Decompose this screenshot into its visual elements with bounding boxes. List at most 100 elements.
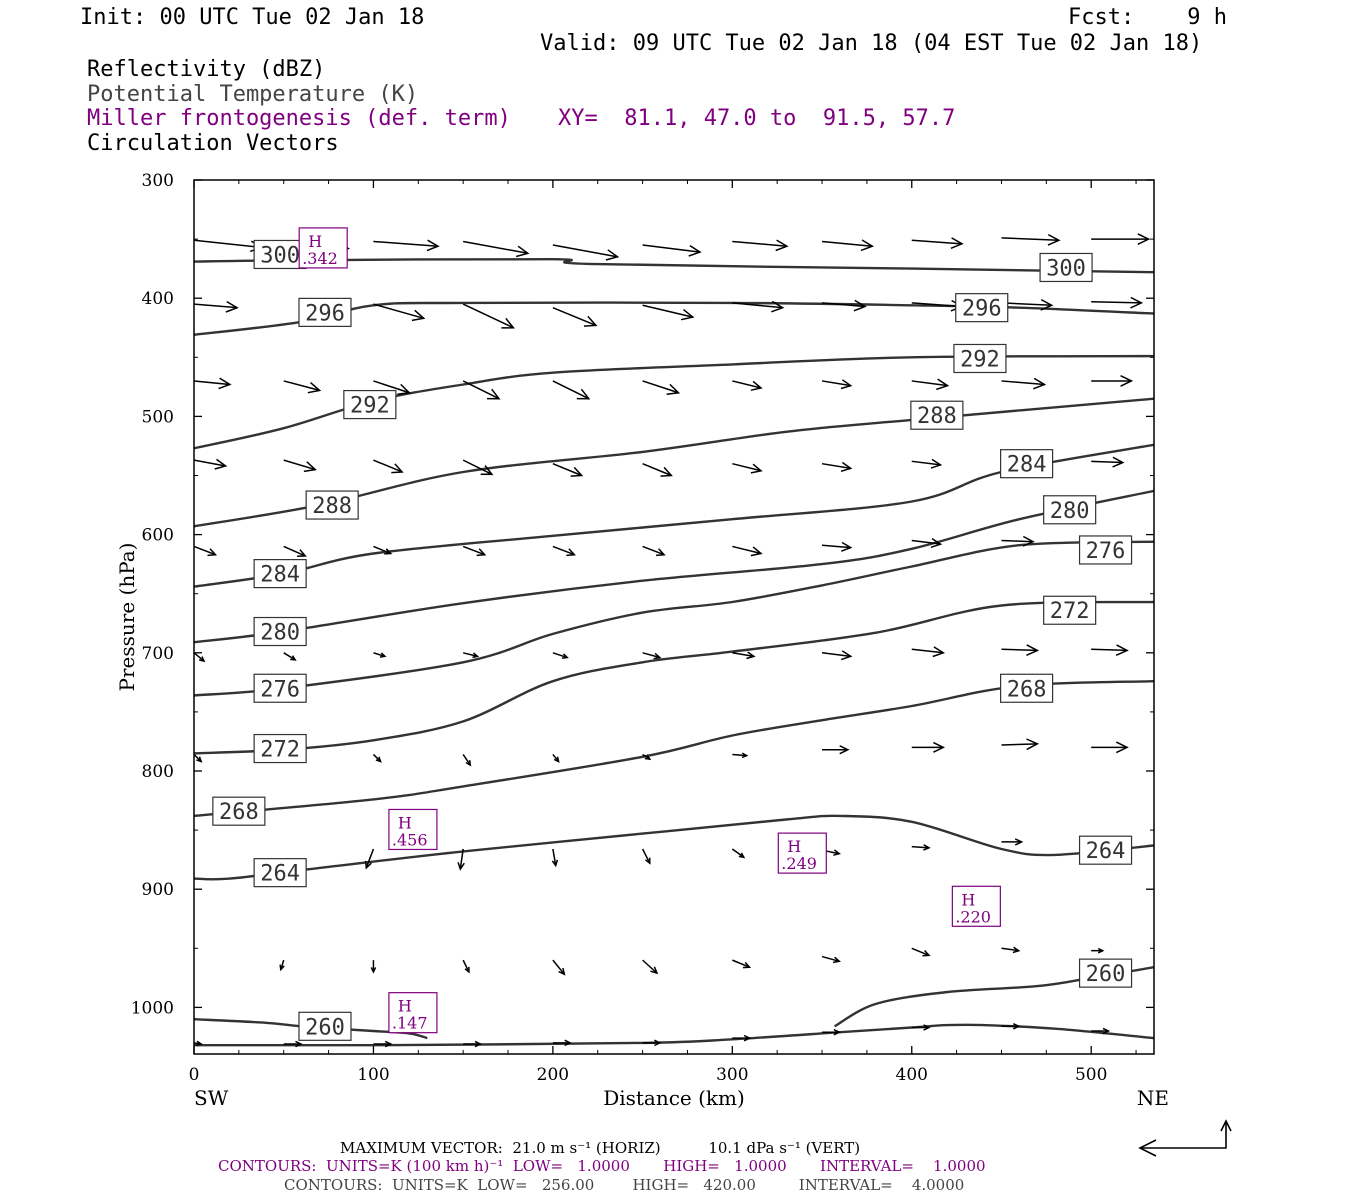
circulation-vector xyxy=(821,239,875,252)
circulation-vector xyxy=(462,380,501,400)
field-frontogenesis: Miller frontogenesis (def. term) xyxy=(87,106,511,131)
max-vector-note: MAXIMUM VECTOR: 21.0 m s⁻¹ (HORIZ) 10.1 … xyxy=(340,1139,861,1157)
circulation-vector xyxy=(821,379,853,390)
circulation-vector xyxy=(642,380,681,396)
circulation-vector xyxy=(821,299,867,312)
forecast-hour: Fcst: 9 h xyxy=(1068,5,1227,30)
contour-label-box xyxy=(298,297,352,327)
x-tick-label: 400 xyxy=(896,1065,928,1085)
circulation-vector xyxy=(732,752,749,759)
circulation-vector xyxy=(732,462,763,474)
circulation-vector xyxy=(552,244,620,261)
valid-time: Valid: 09 UTC Tue 02 Jan 18 (04 EST Tue … xyxy=(540,31,1203,56)
circulation-vector xyxy=(364,848,375,870)
circulation-vector xyxy=(1091,375,1134,387)
theta-contour-284 xyxy=(194,443,1154,588)
circulation-vector xyxy=(1001,535,1035,547)
circulation-vector xyxy=(911,947,931,957)
circulation-vector xyxy=(911,378,950,391)
circulation-vector xyxy=(1091,456,1125,468)
contour-label: 272 xyxy=(260,738,300,763)
circulation-vector xyxy=(732,300,785,313)
circulation-vector xyxy=(283,380,322,394)
contour-label: 300 xyxy=(1046,256,1086,281)
contour-label: 296 xyxy=(962,297,1002,322)
high-marker: H xyxy=(961,890,975,909)
circulation-vector xyxy=(194,300,239,313)
contour-label: 268 xyxy=(1007,677,1047,702)
circulation-vector xyxy=(822,1028,842,1036)
contour-label-box xyxy=(253,616,307,647)
circulation-vector xyxy=(1091,1027,1111,1035)
contour-label-box xyxy=(253,239,307,270)
circulation-vector xyxy=(283,545,307,557)
circulation-vector xyxy=(552,306,598,327)
contour-label-box xyxy=(1078,835,1133,865)
circulation-vector xyxy=(457,848,465,871)
circulation-vector xyxy=(552,380,591,400)
circulation-vector xyxy=(194,377,232,390)
circulation-vector xyxy=(911,844,931,851)
frontogenesis-high: H.147 xyxy=(388,992,438,1034)
y-tick-label: 600 xyxy=(142,526,174,546)
circulation-vector xyxy=(1001,1023,1021,1030)
contour-label: 264 xyxy=(1086,839,1126,864)
circulation-vectors xyxy=(194,233,1151,1048)
axes: 300 400 500 600 700 800 900 1000 0 100 200 300 400 50… xyxy=(131,171,1154,1085)
frontogenesis-high: H.456 xyxy=(388,808,438,851)
x-tick-label: 200 xyxy=(537,1065,569,1085)
x-tick-label: 100 xyxy=(357,1065,389,1085)
contour-label-box xyxy=(253,673,307,703)
contour-label-box xyxy=(1043,595,1097,625)
high-marker: H xyxy=(398,997,412,1016)
contour-label-box xyxy=(298,1011,352,1041)
high-value: .456 xyxy=(392,830,428,849)
plot-frame xyxy=(193,179,1155,1055)
contour-label: 264 xyxy=(260,862,300,887)
circulation-vector xyxy=(732,380,763,391)
x-tick-label: 500 xyxy=(1075,1065,1107,1085)
theta-contour-note: CONTOURS: UNITS=K LOW= 256.00 HIGH= 420.… xyxy=(284,1176,965,1194)
circulation-vector xyxy=(732,651,756,660)
circulation-vector xyxy=(911,458,943,469)
y-tick-label: 700 xyxy=(142,644,174,664)
circulation-vector xyxy=(821,461,853,473)
y-tick-label: 300 xyxy=(142,171,174,191)
circulation-vector xyxy=(732,1034,752,1042)
circulation-vector xyxy=(1001,644,1040,656)
circulation-vector xyxy=(732,959,752,969)
circulation-vector xyxy=(552,753,560,763)
contour-label: 300 xyxy=(260,243,300,268)
frontogenesis-high: H.220 xyxy=(951,885,1001,927)
x-axis-label: Distance (km) xyxy=(603,1086,745,1110)
circulation-vector xyxy=(821,650,853,661)
circulation-vector xyxy=(552,652,569,659)
high-marker: H xyxy=(787,837,801,856)
high-value: .342 xyxy=(302,249,338,268)
contour-label-box xyxy=(953,343,1007,374)
contour-label: 284 xyxy=(1007,453,1047,478)
contour-label: 276 xyxy=(1086,539,1126,564)
circulation-vector xyxy=(551,848,559,868)
contour-label-box xyxy=(910,400,964,430)
contour-label-box xyxy=(1039,252,1093,283)
circulation-vector xyxy=(911,237,964,249)
circulation-vector xyxy=(642,652,662,660)
circulation-vector xyxy=(1001,233,1061,246)
circulation-vector xyxy=(911,741,946,753)
circulation-vector xyxy=(1091,233,1151,245)
contour-label: 284 xyxy=(260,563,300,588)
circulation-vector xyxy=(463,1040,483,1048)
contour-label: 280 xyxy=(260,621,300,646)
circulation-vector xyxy=(194,239,264,253)
contour-label: 260 xyxy=(305,1015,345,1040)
circulation-vector xyxy=(279,959,285,972)
x-tick-label: 300 xyxy=(716,1065,748,1085)
circulation-vector xyxy=(373,303,426,322)
contour-label-box xyxy=(1078,958,1133,988)
circulation-vector xyxy=(552,1039,572,1047)
circulation-vector xyxy=(642,1039,662,1047)
